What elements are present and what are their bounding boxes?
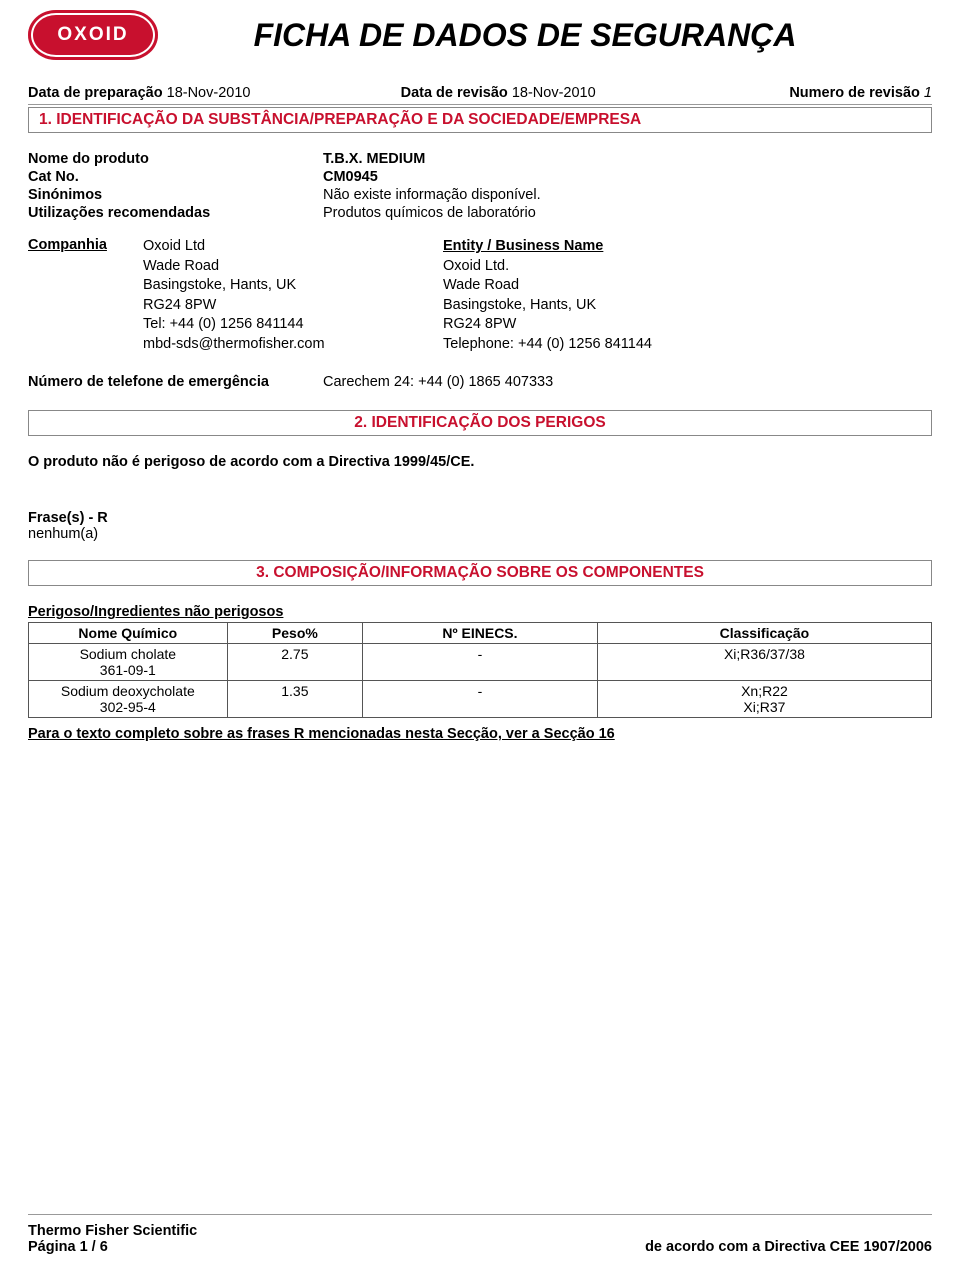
synonyms-label: Sinónimos [28, 187, 323, 203]
header-row: OXOID FICHA DE DADOS DE SEGURANÇA [28, 10, 932, 60]
ing-name: Sodium deoxycholate [61, 683, 195, 699]
ing-name: Sodium cholate [80, 646, 177, 662]
company-line: RG24 8PW [143, 296, 443, 316]
emergency-label: Número de telefone de emergência [28, 374, 323, 390]
entity-line: Wade Road [443, 276, 743, 296]
company-label: Companhia [28, 237, 143, 354]
product-info-block: Nome do produto T.B.X. MEDIUM Cat No. CM… [28, 151, 932, 221]
section-3-heading: 3. COMPOSIÇÃO/INFORMAÇÃO SOBRE OS COMPON… [28, 560, 932, 586]
logo-text: OXOID [57, 24, 128, 46]
ing-cas: 361-09-1 [100, 662, 156, 678]
company-line: Tel: +44 (0) 1256 841144 [143, 315, 443, 335]
ingredients-table: Nome Químico Peso% Nº EINECS. Classifica… [28, 622, 932, 718]
brand-logo: OXOID [28, 10, 158, 60]
cell-einecs: - [363, 644, 598, 681]
cell-einecs: - [363, 681, 598, 718]
col-einecs: Nº EINECS. [363, 623, 598, 644]
footer: Thermo Fisher Scientific Página 1 / 6 de… [28, 1214, 932, 1255]
document-title: FICHA DE DADOS DE SEGURANÇA [158, 17, 932, 54]
cell-name: Sodium deoxycholate 302-95-4 [29, 681, 228, 718]
catno-label: Cat No. [28, 169, 323, 185]
ing-cas: 302-95-4 [100, 699, 156, 715]
entity-line: Telephone: +44 (0) 1256 841144 [443, 335, 743, 355]
revnum-label: Numero de revisão [789, 85, 920, 101]
ing-class: Xn;R22 Xi;R37 [741, 683, 788, 715]
product-name: T.B.X. MEDIUM [323, 151, 932, 167]
col-name: Nome Químico [29, 623, 228, 644]
cell-peso: 2.75 [227, 644, 362, 681]
footer-page: Página 1 / 6 [28, 1239, 197, 1255]
catno: CM0945 [323, 169, 932, 185]
col-peso: Peso% [227, 623, 362, 644]
rev-label: Data de revisão [401, 85, 508, 101]
company-line: Wade Road [143, 257, 443, 277]
cell-class: Xn;R22 Xi;R37 [597, 681, 931, 718]
prep-label: Data de preparação [28, 85, 163, 101]
entity-line: Oxoid Ltd. [443, 257, 743, 277]
revnum-value: 1 [924, 85, 932, 101]
table-row: Sodium deoxycholate 302-95-4 1.35 - Xn;R… [29, 681, 932, 718]
frase-block: Frase(s) - R nenhum(a) [28, 510, 932, 542]
cell-peso: 1.35 [227, 681, 362, 718]
section-1-heading: 1. IDENTIFICAÇÃO DA SUBSTÂNCIA/PREPARAÇÃ… [28, 107, 932, 133]
section-2-body: O produto não é perigoso de acordo com a… [28, 454, 932, 470]
product-name-label: Nome do produto [28, 151, 323, 167]
company-col1: Oxoid Ltd Wade Road Basingstoke, Hants, … [143, 237, 443, 354]
emergency-row: Número de telefone de emergência Careche… [28, 374, 932, 390]
frase-label: Frase(s) - R [28, 510, 932, 526]
cell-name: Sodium cholate 361-09-1 [29, 644, 228, 681]
uses-label: Utilizações recomendadas [28, 205, 323, 221]
entity-header: Entity / Business Name [443, 237, 743, 257]
prep-value: 18-Nov-2010 [167, 85, 251, 101]
cell-class: Xi;R36/37/38 [597, 644, 931, 681]
company-row: Companhia Oxoid Ltd Wade Road Basingstok… [28, 237, 932, 354]
col-class: Classificação [597, 623, 931, 644]
footer-company: Thermo Fisher Scientific [28, 1223, 197, 1239]
footer-directive: de acordo com a Directiva CEE 1907/2006 [645, 1239, 932, 1255]
table-row: Sodium cholate 361-09-1 2.75 - Xi;R36/37… [29, 644, 932, 681]
section-2-heading: 2. IDENTIFICAÇÃO DOS PERIGOS [28, 410, 932, 436]
emergency-value: Carechem 24: +44 (0) 1865 407333 [323, 374, 553, 390]
rev-value: 18-Nov-2010 [512, 85, 596, 101]
uses: Produtos químicos de laboratório [323, 205, 932, 221]
entity-line: RG24 8PW [443, 315, 743, 335]
company-col2: Entity / Business Name Oxoid Ltd. Wade R… [443, 237, 743, 354]
section-3-note: Para o texto completo sobre as frases R … [28, 726, 932, 742]
company-line: Basingstoke, Hants, UK [143, 276, 443, 296]
synonyms: Não existe informação disponível. [323, 187, 932, 203]
company-line: mbd-sds@thermofisher.com [143, 335, 443, 355]
frase-value: nenhum(a) [28, 526, 932, 542]
company-line: Oxoid Ltd [143, 237, 443, 257]
meta-line: Data de preparação 18-Nov-2010 Data de r… [28, 85, 932, 105]
ingredients-header: Perigoso/Ingredientes não perigosos [28, 604, 932, 620]
table-header-row: Nome Químico Peso% Nº EINECS. Classifica… [29, 623, 932, 644]
entity-line: Basingstoke, Hants, UK [443, 296, 743, 316]
